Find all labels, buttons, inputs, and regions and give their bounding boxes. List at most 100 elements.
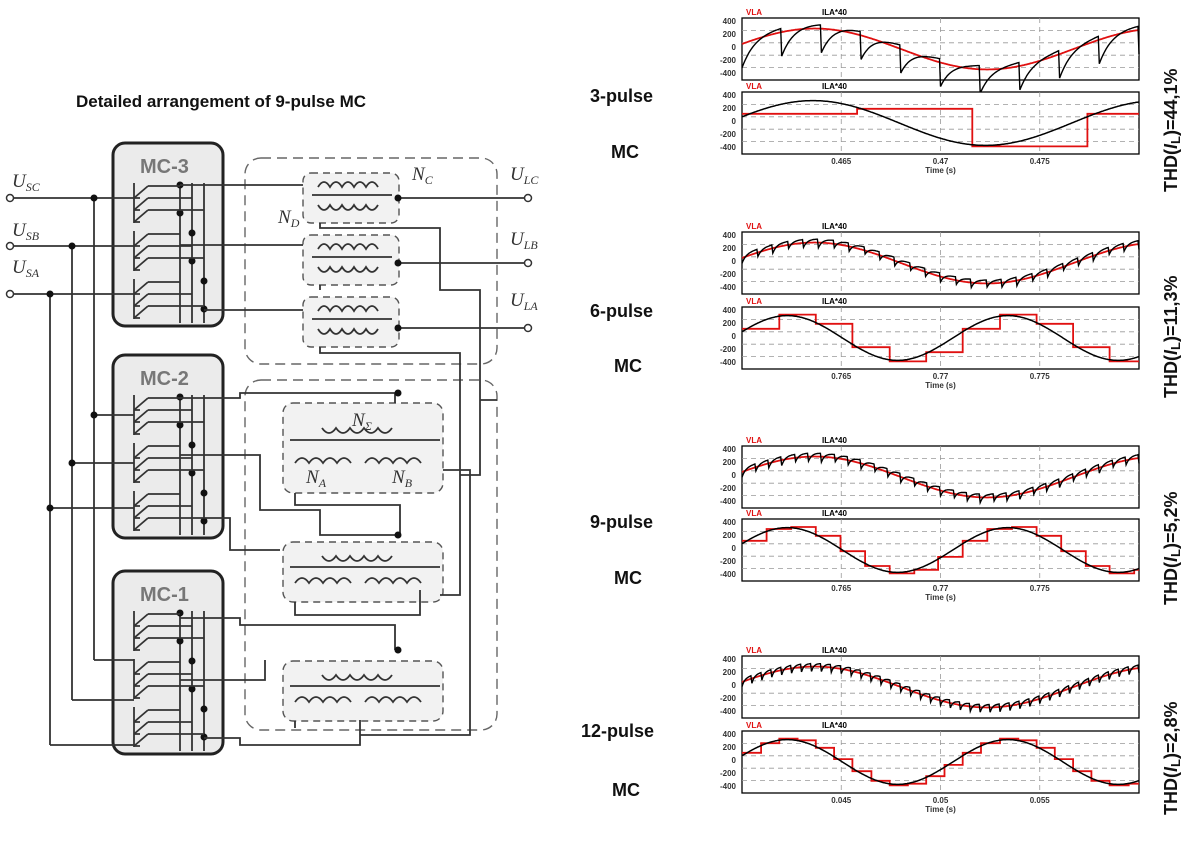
y-tick-label: -200 xyxy=(720,484,737,493)
junction-dot xyxy=(200,277,208,285)
legend-ia: ILA*40 xyxy=(822,222,847,231)
current-trace xyxy=(741,24,1140,94)
y-tick-label: -400 xyxy=(720,358,737,367)
y-tick-label: 0 xyxy=(732,681,737,690)
y-tick-label: -200 xyxy=(720,56,737,65)
switch-contact xyxy=(133,257,149,271)
voltage-trace xyxy=(741,27,1140,71)
switch-contact xyxy=(133,233,149,247)
source-wires xyxy=(5,193,134,746)
ulc-label: ULC xyxy=(510,164,539,187)
y-tick-label: -400 xyxy=(720,782,737,791)
switch-contact xyxy=(133,421,149,435)
x-tick-label: 0.77 xyxy=(933,372,949,381)
y-tick-label: 0 xyxy=(732,43,737,52)
junction-dot xyxy=(200,705,208,713)
legend-ia: ILA*40 xyxy=(822,646,847,655)
stepped-voltage-trace xyxy=(742,313,1139,363)
x-tick-label: 0.77 xyxy=(933,584,949,593)
ulb-label: ULB xyxy=(510,229,538,252)
plot-6-pulse-top: 400 200 0 -200 -400 VLA ILA*40 xyxy=(720,222,1140,295)
junction-dot xyxy=(200,489,208,497)
nsigma-label: NΣ xyxy=(351,410,372,433)
legend-va: VLA xyxy=(746,646,762,655)
y-tick-label: -400 xyxy=(720,497,737,506)
y-tick-label: 400 xyxy=(723,91,737,100)
switch-contact xyxy=(133,197,149,211)
case-mc-9pulse: MC xyxy=(614,568,642,588)
switch-contact xyxy=(133,613,149,627)
y-tick-label: 200 xyxy=(723,104,737,113)
case-mc-6pulse: MC xyxy=(614,356,642,376)
smoothed-current-trace xyxy=(741,526,1140,574)
y-tick-label: 400 xyxy=(723,445,737,454)
case-mc-3pulse: MC xyxy=(611,142,639,162)
y-tick-label: -200 xyxy=(720,557,737,566)
legend-va: VLA xyxy=(746,297,762,306)
switch-contact xyxy=(133,409,149,423)
legend-va: VLA xyxy=(746,436,762,445)
y-tick-label: -400 xyxy=(720,707,737,716)
mc-arrangement-diagram: Detailed arrangement of 9-pulse MC MC-3 … xyxy=(5,92,539,756)
y-tick-label: 200 xyxy=(723,668,737,677)
x-tick-label: 0.765 xyxy=(831,584,852,593)
plot-3-pulse-top: 400 200 0 -200 -400 VLA ILA*40 xyxy=(720,8,1140,94)
switch-contact xyxy=(133,733,149,747)
y-tick-label: -400 xyxy=(720,143,737,152)
y-tick-label: 200 xyxy=(723,531,737,540)
legend-va: VLA xyxy=(746,509,762,518)
switch-contact xyxy=(133,397,149,411)
y-tick-label: 400 xyxy=(723,655,737,664)
x-tick-label: 0.765 xyxy=(831,372,852,381)
plot-12-pulse-bottom: 400 200 0 -200 -400 VLA ILA*40 0.045 0.05 0.055 Ti… xyxy=(720,721,1140,814)
junction-dot xyxy=(176,609,184,617)
usc-label: USC xyxy=(12,171,41,194)
current-trace xyxy=(741,238,1140,290)
switch-contact xyxy=(133,457,149,471)
junction-dot xyxy=(176,393,184,401)
switch-contact xyxy=(133,721,149,735)
switch-contact xyxy=(133,293,149,307)
junction-dot xyxy=(188,441,196,449)
y-tick-label: 0 xyxy=(732,544,737,553)
y-tick-label: 400 xyxy=(723,730,737,739)
y-tick-label: 0 xyxy=(732,471,737,480)
waveform-plots: 400 200 0 -200 -400 VLA ILA*40 400 200 0 -200 -400 V… xyxy=(720,8,1140,814)
legend-ia: ILA*40 xyxy=(822,82,847,91)
legend-va: VLA xyxy=(746,721,762,730)
switch-contact xyxy=(133,505,149,519)
nc-label: NC xyxy=(411,164,434,187)
smoothed-current-trace xyxy=(741,738,1140,786)
lower-transformer-frame xyxy=(244,379,498,731)
smoothed-current-trace xyxy=(741,99,1140,147)
y-tick-label: -200 xyxy=(720,130,737,139)
thd-3pulse: THD(IL)=44,1% xyxy=(1161,68,1183,192)
upper-windings xyxy=(180,172,533,480)
legend-ia: ILA*40 xyxy=(822,509,847,518)
plot-3-pulse-bottom: 400 200 0 -200 -400 VLA ILA*40 0.465 0.47 0.475 Ti… xyxy=(720,82,1140,175)
mc1-label: MC-1 xyxy=(140,584,189,606)
legend-va: VLA xyxy=(746,82,762,91)
y-tick-label: -400 xyxy=(720,570,737,579)
junction-dot xyxy=(188,657,196,665)
x-axis-label: Time (s) xyxy=(925,381,956,390)
switch-contact xyxy=(133,661,149,675)
switch-contact xyxy=(133,709,149,723)
current-trace xyxy=(741,452,1140,506)
legend-ia: ILA*40 xyxy=(822,721,847,730)
x-axis-label: Time (s) xyxy=(925,166,956,175)
switch-contact xyxy=(133,493,149,507)
x-tick-label: 0.775 xyxy=(1030,584,1051,593)
y-tick-label: 200 xyxy=(723,743,737,752)
plot-6-pulse-bottom: 400 200 0 -200 -400 VLA ILA*40 0.765 0.77 0.775 Ti… xyxy=(720,297,1140,390)
switch-contact xyxy=(133,469,149,483)
thd-labels: THD(IL)=44,1% THD(IL)=11,3% THD(IL)=5,2%… xyxy=(1161,68,1183,815)
switch-contact xyxy=(133,185,149,199)
y-tick-label: -200 xyxy=(720,345,737,354)
x-axis-label: Time (s) xyxy=(925,805,956,814)
row-labels: 3-pulse MC 6-pulse MC 9-pulse MC 12-puls… xyxy=(581,86,654,800)
x-axis-label: Time (s) xyxy=(925,593,956,602)
legend-va: VLA xyxy=(746,8,762,17)
current-trace xyxy=(741,662,1140,715)
y-tick-label: -400 xyxy=(720,283,737,292)
